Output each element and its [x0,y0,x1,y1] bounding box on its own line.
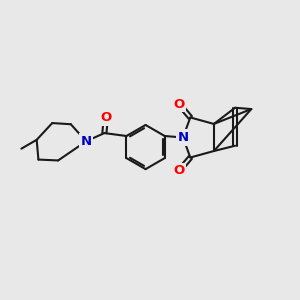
Text: O: O [173,98,185,111]
Text: O: O [173,164,185,177]
Text: N: N [81,135,92,148]
Text: N: N [177,131,188,144]
Text: O: O [100,111,112,124]
